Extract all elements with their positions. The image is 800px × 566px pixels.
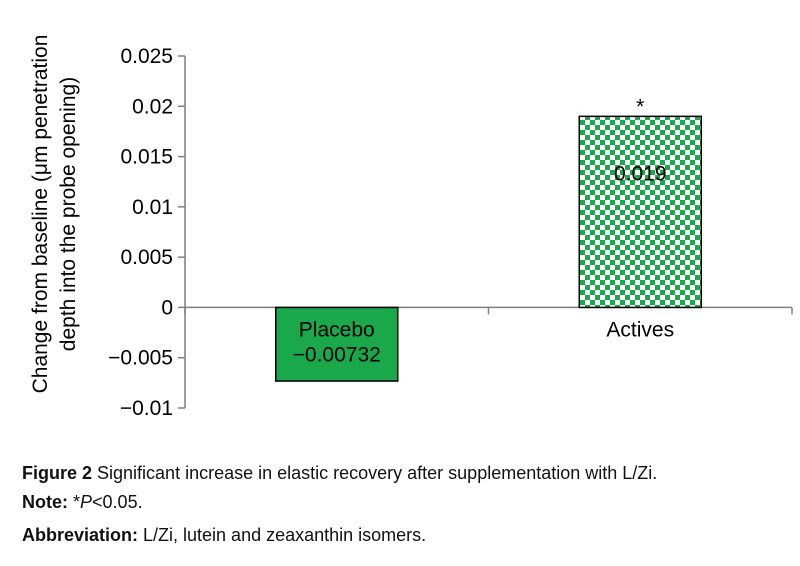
- y-axis-title-line: Change from baseline (μm penetration: [29, 35, 52, 394]
- note-label: Note:: [22, 492, 68, 512]
- y-tick-label: −0.01: [120, 397, 173, 420]
- category-label: Actives: [606, 318, 674, 341]
- y-axis: 0.025 0.02 0.015 0.01 0.005 0 −0.005 −0.01: [108, 45, 186, 420]
- y-axis-title-line: depth into the probe opening): [57, 77, 80, 351]
- abbreviation-text: L/Zi, lutein and zeaxanthin isomers.: [138, 525, 427, 545]
- bar-actives: [578, 115, 702, 309]
- figure-caption: Figure 2 Significant increase in elastic…: [22, 461, 657, 485]
- y-tick-label: 0.02: [132, 95, 173, 118]
- figure-label: Figure 2: [22, 463, 93, 483]
- bar-placebo: [275, 306, 399, 382]
- y-tick-label: 0.015: [120, 146, 173, 169]
- note-star: *: [68, 492, 81, 512]
- note-line: Note: *P<0.05.: [22, 490, 143, 514]
- note-rest: <0.05.: [92, 492, 143, 512]
- note-p: P: [80, 492, 93, 512]
- data-labels: Placebo−0.00732 Actives 0.019 *: [293, 95, 674, 366]
- data-label: Placebo: [299, 318, 375, 341]
- y-tick-label: 0.01: [132, 196, 173, 219]
- y-tick-label: 0.005: [120, 246, 173, 269]
- abbreviation-label: Abbreviation:: [22, 525, 139, 545]
- y-axis-title: Change from baseline (μm penetration dept…: [29, 35, 80, 394]
- bar-chart: Change from baseline (μm penetration dept…: [29, 35, 793, 420]
- data-label: 0.019: [614, 162, 667, 185]
- y-tick-label: −0.005: [108, 347, 173, 370]
- significance-marker: *: [636, 95, 644, 118]
- figure-text: Significant increase in elastic recovery…: [92, 463, 658, 483]
- y-tick-label: 0.025: [120, 45, 173, 68]
- bars: [275, 115, 702, 382]
- data-label: −0.00732: [293, 343, 381, 366]
- y-tick-label: 0: [161, 296, 173, 319]
- abbreviation-line: Abbreviation: L/Zi, lutein and zeaxanthi…: [22, 523, 426, 547]
